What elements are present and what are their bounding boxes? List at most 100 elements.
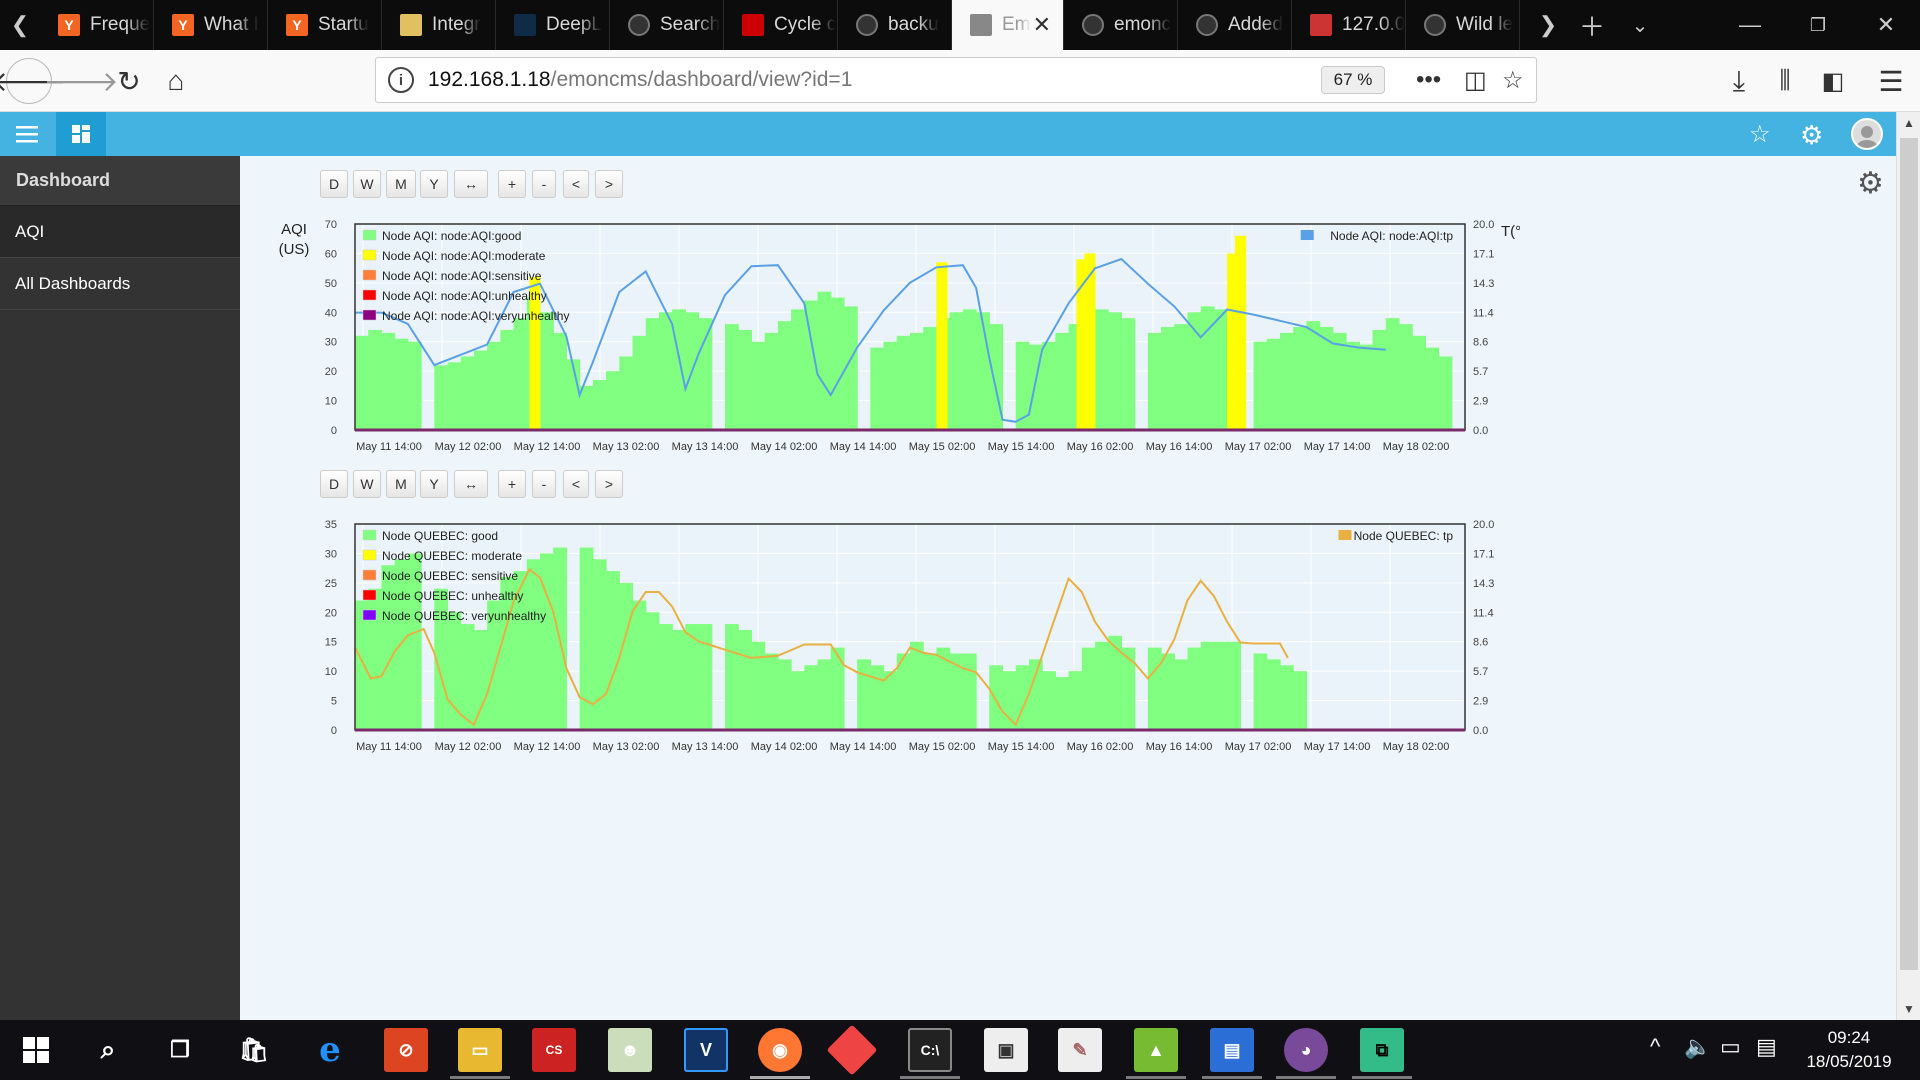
sidebar-item-aqi[interactable]: AQI <box>0 206 240 258</box>
sidebar-toggle-icon[interactable]: ◧ <box>1821 67 1845 95</box>
good-bar <box>513 318 528 430</box>
deepl-favicon-icon <box>514 14 536 36</box>
browser-tab[interactable]: Y Startu <box>268 0 382 50</box>
chart-control-button[interactable]: Y <box>420 470 448 498</box>
browser-tab[interactable]: Y What I <box>154 0 268 50</box>
site-info-icon[interactable]: i <box>388 67 414 93</box>
browser-tab[interactable]: Integr <box>382 0 496 50</box>
browser-tab[interactable]: 127.0.0 <box>1292 0 1406 50</box>
legend-label: Node QUEBEC: tp <box>1354 529 1454 543</box>
good-bar <box>540 553 554 730</box>
browser-tab[interactable]: emonc <box>1064 0 1178 50</box>
chart-control-button[interactable]: > <box>595 170 623 198</box>
forward-arrow-icon[interactable]: 🡒 <box>43 66 119 97</box>
home-icon[interactable]: ⌂ <box>167 65 185 96</box>
firefox-icon[interactable]: ◉ <box>758 1028 802 1072</box>
system-clock[interactable]: 09:24 18/05/2019 <box>1794 1026 1904 1074</box>
zoom-level-badge[interactable]: 67 % <box>1321 66 1385 94</box>
browser-tab[interactable]: Wild le <box>1406 0 1520 50</box>
scroll-up-arrow-icon[interactable]: ▲ <box>1903 116 1915 130</box>
new-tab-icon[interactable]: ＋ <box>1578 11 1605 42</box>
browser-tab[interactable]: Search <box>610 0 724 50</box>
chart-control-button[interactable]: - <box>532 170 556 198</box>
chart-control-button[interactable]: ↔ <box>454 170 488 198</box>
terminal-icon[interactable]: C:\ <box>908 1028 952 1072</box>
app-red-icon[interactable]: ⊘ <box>384 1028 428 1072</box>
moderate-bar <box>1235 235 1247 430</box>
address-bar[interactable]: i 192.168.1.18/emoncms/dashboard/view?id… <box>375 57 1537 103</box>
user-avatar-icon[interactable] <box>1851 118 1883 150</box>
git-icon[interactable] <box>826 1024 878 1076</box>
task-view-icon[interactable]: ❐ <box>170 1037 190 1062</box>
file-explorer-icon[interactable]: ▭ <box>458 1028 502 1072</box>
image-app-icon[interactable]: ▲ <box>1134 1028 1178 1072</box>
windows-start-icon[interactable] <box>14 1028 58 1072</box>
chart-control-button[interactable]: + <box>498 470 526 498</box>
dashboard-grid-icon[interactable] <box>56 112 106 156</box>
internet-explorer-icon[interactable]: e <box>319 1030 341 1070</box>
chart-control-button[interactable]: W <box>353 170 381 198</box>
page-scrollbar[interactable]: ▲ ▼ <box>1896 112 1920 1020</box>
minimize-window-icon[interactable]: — <box>1739 12 1761 37</box>
speaker-muted-icon[interactable]: 🔈 <box>1684 1034 1712 1059</box>
package-icon[interactable]: ⧉ <box>1360 1028 1404 1072</box>
close-window-icon[interactable]: ✕ <box>1876 12 1896 37</box>
windows-taskbar: ⌕ ❐ 🛍 e ⊘ ▭ CS ☻ V ◉ C:\ ▣ ✎ ▲ ▤ ◕ ⧉ ^ 🔈… <box>0 1020 1920 1080</box>
library-icon[interactable]: ⫼ <box>1779 67 1791 94</box>
browser-tab[interactable]: Cycle c <box>724 0 838 50</box>
browser-tab-title: Wild le <box>1456 14 1514 35</box>
good-bar <box>606 371 620 430</box>
browser-tab[interactable]: Added <box>1178 0 1292 50</box>
chart-control-button[interactable]: < <box>563 170 589 198</box>
scrollbar-thumb[interactable] <box>1900 138 1918 970</box>
chart-control-button[interactable]: < <box>563 470 589 498</box>
tray-chevron-up-icon[interactable]: ^ <box>1650 1034 1661 1059</box>
github-desktop-icon[interactable]: ◕ <box>1284 1028 1328 1072</box>
chart-control-button[interactable]: - <box>532 470 556 498</box>
app-figure-icon[interactable]: ☻ <box>608 1028 652 1072</box>
browser-tab[interactable]: backu <box>838 0 952 50</box>
notebook-icon[interactable]: ✎ <box>1058 1028 1102 1072</box>
hamburger-menu-icon[interactable] <box>0 112 54 156</box>
app-menu-icon[interactable]: ☰ <box>1878 65 1904 97</box>
pocket-icon[interactable]: ◫ <box>1464 67 1487 94</box>
sidebar-item-all-dashboards[interactable]: All Dashboards <box>0 258 240 310</box>
tab-scroll-left-icon[interactable]: ❮ <box>10 12 30 37</box>
downloads-icon[interactable]: ⤓ <box>1732 64 1746 96</box>
reload-icon[interactable]: ↻ <box>117 65 141 97</box>
vsphere-icon[interactable]: V <box>684 1028 728 1072</box>
browser-tab[interactable]: Y Freque <box>40 0 154 50</box>
document-icon[interactable]: ▤ <box>1210 1028 1254 1072</box>
settings-gear-icon[interactable]: ⚙ <box>1800 120 1824 150</box>
good-bar <box>883 341 898 430</box>
browser-tab[interactable]: DeepL <box>496 0 610 50</box>
good-bar <box>434 365 449 430</box>
scroll-down-arrow-icon[interactable]: ▼ <box>1903 1002 1915 1016</box>
browser-tab[interactable]: Em ✕ <box>952 0 1064 50</box>
chart-control-button[interactable]: > <box>595 470 623 498</box>
good-bar <box>1121 647 1136 730</box>
network-app-icon[interactable]: ▣ <box>984 1028 1028 1072</box>
chart-control-button[interactable]: Y <box>420 170 448 198</box>
chart-control-button[interactable]: D <box>320 170 348 198</box>
dashboard-settings-gear-icon[interactable]: ⚙ <box>1857 167 1884 200</box>
bookmark-star-icon[interactable]: ☆ <box>1502 67 1524 94</box>
eagle-icon[interactable]: CS <box>532 1028 576 1072</box>
store-icon[interactable]: 🛍 <box>238 1036 270 1064</box>
star-icon[interactable]: ☆ <box>1749 121 1771 148</box>
chart-control-button[interactable]: ↔ <box>454 470 488 498</box>
page-actions-menu-icon[interactable]: ••• <box>1416 66 1442 93</box>
chart-control-button[interactable]: M <box>386 470 416 498</box>
tab-list-chevron-down-icon[interactable]: ⌄ <box>1631 14 1649 37</box>
chart-control-button[interactable]: M <box>386 170 416 198</box>
chart-control-button[interactable]: W <box>353 470 381 498</box>
tab-scroll-right-icon[interactable]: ❯ <box>1538 12 1558 37</box>
restore-window-icon[interactable]: ❐ <box>1809 14 1827 35</box>
battery-icon[interactable]: ▭ <box>1720 1034 1741 1059</box>
chart-control-button[interactable]: + <box>498 170 526 198</box>
search-icon[interactable]: ⌕ <box>100 1034 116 1064</box>
close-tab-icon[interactable]: ✕ <box>1032 12 1051 37</box>
action-center-icon[interactable]: ▤ <box>1756 1034 1777 1059</box>
tp-series-line <box>355 257 1386 423</box>
chart-control-button[interactable]: D <box>320 470 348 498</box>
